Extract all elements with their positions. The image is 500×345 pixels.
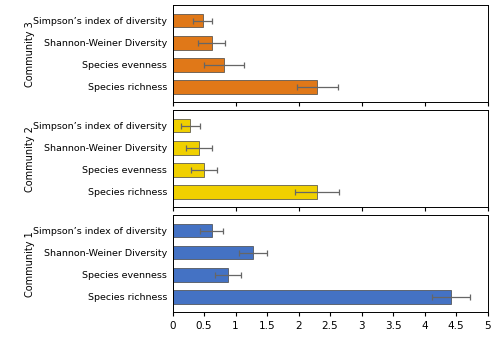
Bar xyxy=(172,163,204,177)
Bar xyxy=(172,224,212,237)
Bar xyxy=(172,268,228,282)
Y-axis label: Community 2: Community 2 xyxy=(25,126,35,191)
Bar xyxy=(172,14,203,28)
Bar xyxy=(172,141,199,155)
Bar xyxy=(172,185,318,199)
Y-axis label: Community 3: Community 3 xyxy=(25,21,35,87)
Bar xyxy=(172,246,253,259)
Y-axis label: Community 1: Community 1 xyxy=(25,231,35,296)
Bar xyxy=(172,119,190,132)
Bar xyxy=(172,36,212,50)
Bar xyxy=(172,290,451,304)
Bar xyxy=(172,80,318,94)
Bar xyxy=(172,58,224,72)
